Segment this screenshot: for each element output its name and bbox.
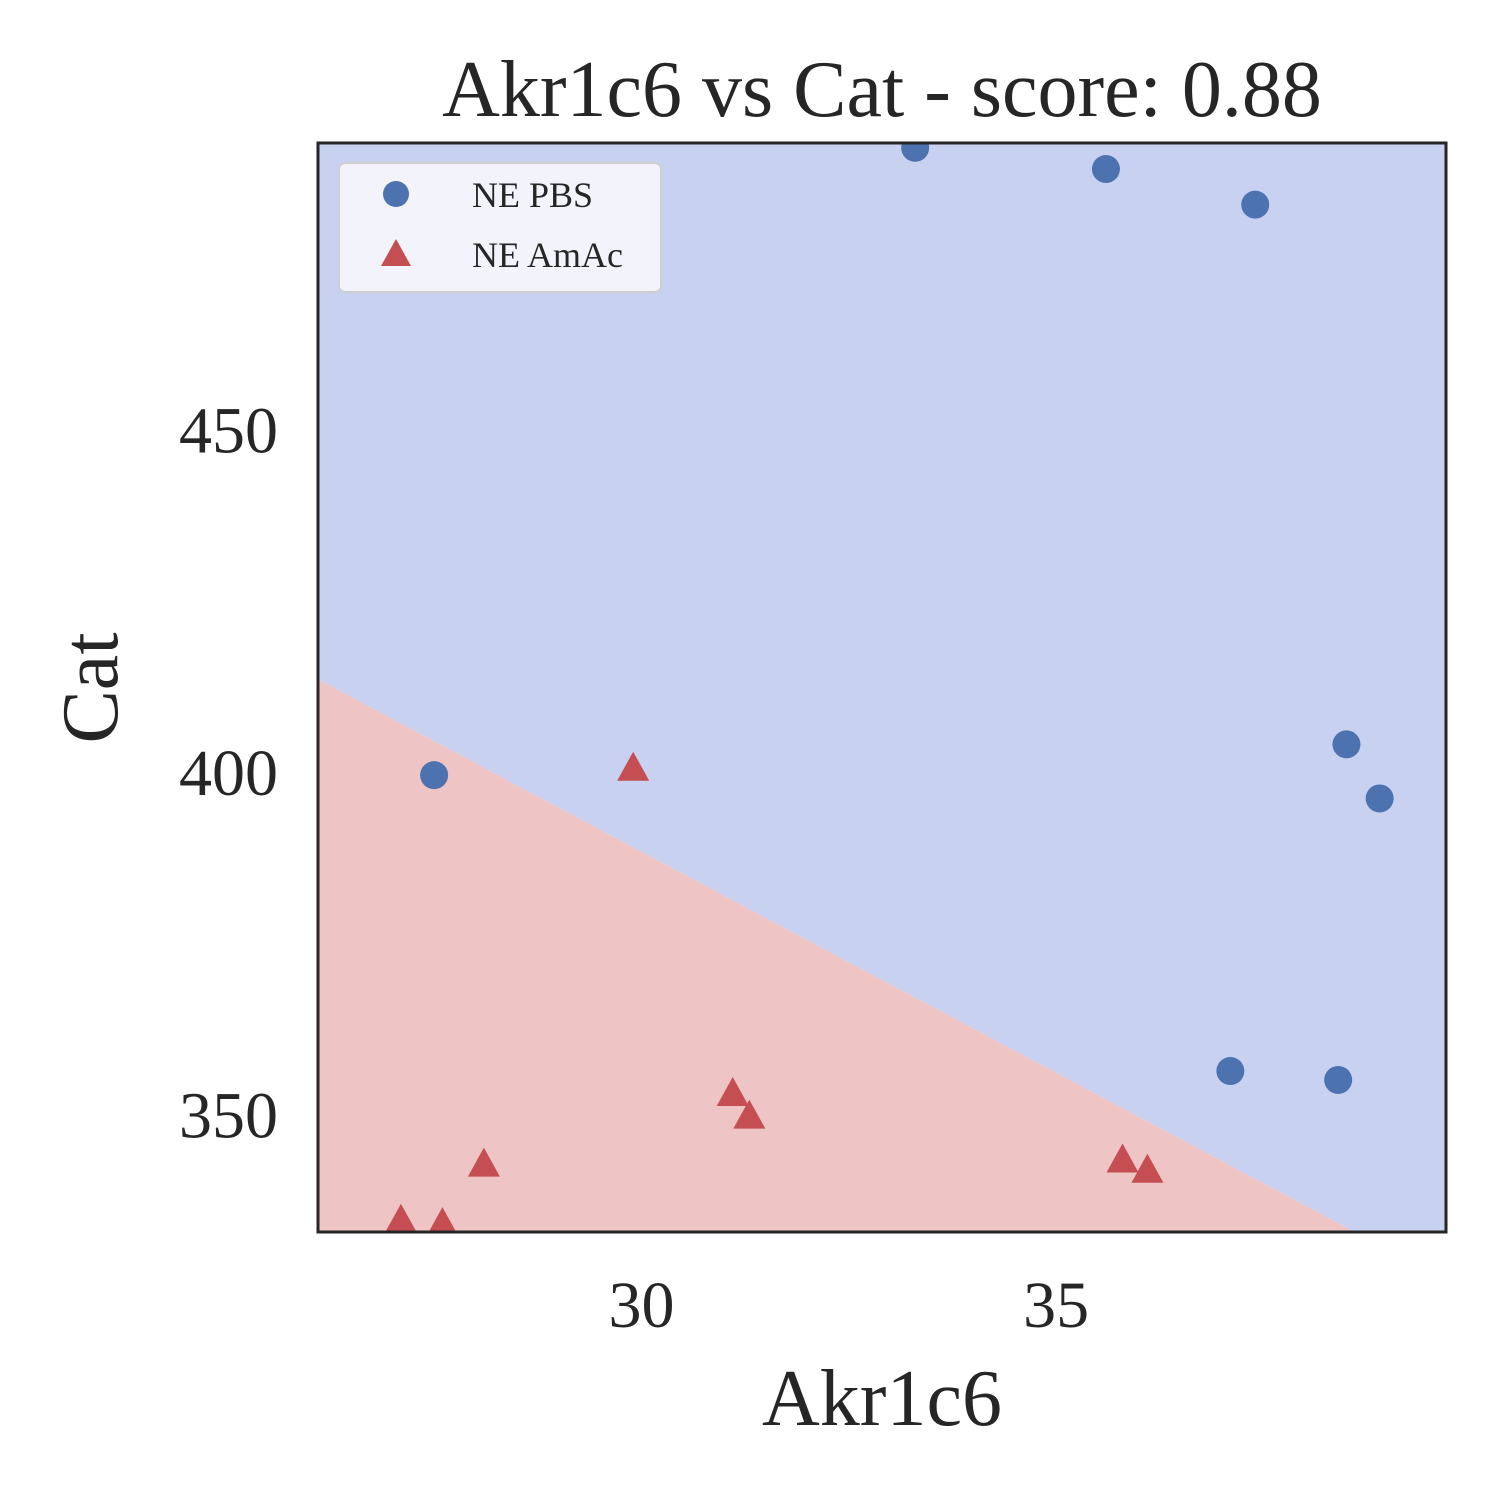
- y-tick-label: 400: [179, 737, 278, 810]
- y-axis-ticks: 350 400 450: [179, 395, 278, 1153]
- data-point-ne-pbs: [420, 761, 449, 790]
- chart-title: Akr1c6 vs Cat - score: 0.88: [442, 46, 1322, 134]
- legend-label-ne-pbs: NE PBS: [472, 175, 593, 215]
- legend-label-ne-amac: NE AmAc: [472, 235, 623, 275]
- decision-region-ne-pbs: [318, 143, 1446, 1232]
- plot-frame: [316, 141, 1448, 1234]
- data-point-ne-amac: [385, 1203, 417, 1232]
- legend-marker-ne-pbs: [383, 181, 409, 207]
- x-axis-ticks: 30 35: [608, 1269, 1089, 1342]
- x-tick-label: 35: [1023, 1269, 1089, 1342]
- data-point-ne-amac: [617, 751, 650, 781]
- decision-region-ne-amac: [318, 679, 1355, 1232]
- y-tick-label: 350: [179, 1080, 278, 1153]
- data-point-ne-amac: [716, 1077, 749, 1107]
- y-tick-label: 450: [179, 395, 278, 468]
- data-point-ne-pbs: [901, 143, 930, 162]
- data-point-ne-pbs: [1365, 784, 1394, 813]
- x-axis-label: Akr1c6: [762, 1355, 1002, 1443]
- legend: NE PBS NE AmAc: [338, 162, 662, 293]
- data-point-ne-amac: [733, 1099, 766, 1129]
- x-tick-label: 30: [608, 1269, 674, 1342]
- y-axis-label: Cat: [47, 632, 135, 743]
- plot-area: [318, 143, 1446, 1232]
- legend-box: [338, 162, 662, 293]
- data-point-ne-amac: [467, 1147, 500, 1177]
- legend-marker-ne-amac: [381, 239, 411, 266]
- data-point-ne-pbs: [1324, 1065, 1353, 1094]
- data-point-ne-amac: [1106, 1143, 1139, 1173]
- data-point-ne-amac: [1131, 1153, 1164, 1183]
- data-point-ne-pbs: [1091, 155, 1120, 184]
- data-point-ne-pbs: [1216, 1057, 1245, 1086]
- data-point-ne-pbs: [1332, 730, 1361, 759]
- data-point-ne-amac: [428, 1207, 457, 1232]
- data-point-ne-pbs: [1241, 190, 1270, 219]
- data-points: [385, 143, 1394, 1232]
